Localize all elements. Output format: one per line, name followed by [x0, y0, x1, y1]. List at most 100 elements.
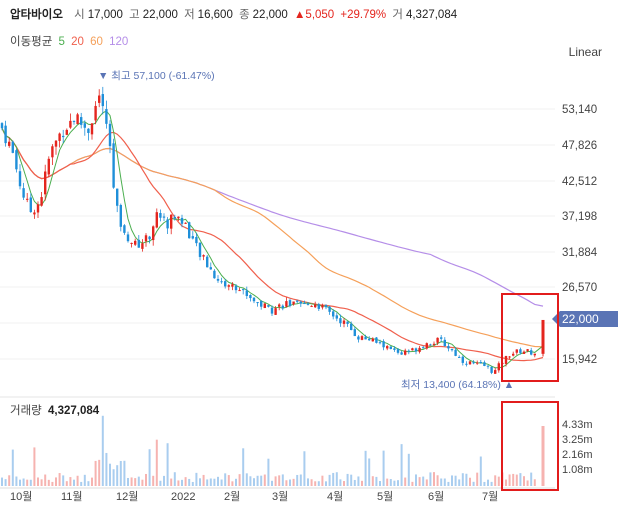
volume-bar [15, 476, 18, 486]
volume-bar [123, 460, 126, 486]
candle-body [137, 239, 140, 248]
ma-60[interactable]: 60 [90, 36, 103, 48]
candle-body [216, 278, 220, 281]
candle-body [22, 188, 25, 198]
candle-body [321, 305, 324, 308]
candle-body [198, 242, 202, 257]
volume-bar [523, 476, 525, 486]
volume-bar [325, 481, 327, 486]
candle-body [310, 305, 313, 307]
volume-bar [224, 473, 227, 486]
volume-bar [19, 479, 21, 486]
volume-bar [505, 479, 507, 486]
volume-bar [379, 481, 381, 486]
candle-body [184, 222, 187, 224]
candle-body [303, 303, 306, 305]
volume-bar [1, 477, 3, 486]
candle-body [332, 311, 335, 317]
volume-bar [202, 474, 205, 486]
volume-bar [519, 473, 522, 486]
moving-average-legend[interactable]: 이동평균 5 20 60 120 [10, 33, 131, 49]
candle-body [188, 222, 191, 239]
current-price-tag-bg [552, 311, 618, 327]
candle-body [515, 349, 518, 353]
volume-bar [227, 475, 230, 486]
volume-bar [332, 472, 335, 486]
candle-body [162, 216, 166, 218]
candle-body [490, 366, 493, 373]
volume-bar [346, 473, 349, 486]
volume-bar [335, 472, 338, 486]
volume-bar [26, 479, 29, 486]
candle-body [155, 212, 158, 228]
volume-bar [371, 476, 374, 486]
volume-bar [184, 477, 187, 486]
low-label: 저 [184, 9, 195, 21]
candle-body [396, 349, 400, 353]
candle-body [170, 214, 173, 229]
volume-bar [245, 473, 248, 486]
candle-body [33, 212, 36, 215]
volume-bar [191, 481, 194, 486]
volume-bar [11, 449, 14, 486]
candle-body [375, 337, 378, 343]
volume-bar [253, 478, 255, 486]
candle-body [472, 362, 475, 364]
scale-toggle-button[interactable]: Linear [568, 45, 602, 59]
volume-bar [375, 476, 378, 486]
candle-body [148, 236, 151, 240]
volume-bar [389, 479, 392, 486]
price-tick: 37,198 [562, 211, 597, 223]
volume-bar [411, 481, 414, 486]
ma-5[interactable]: 5 [58, 36, 65, 48]
high-price: 22,000 [142, 9, 178, 21]
volume-bar [469, 477, 471, 486]
candle-body [238, 290, 241, 292]
volume-bar [238, 474, 241, 486]
ma-20[interactable]: 20 [71, 36, 84, 48]
candle-body [11, 141, 14, 153]
candle-body [360, 336, 364, 340]
volume-bar [310, 479, 313, 486]
volume-bar [494, 475, 497, 486]
volume-bar [231, 481, 234, 486]
candle-body [346, 321, 349, 324]
candle-body [101, 94, 104, 107]
close-label: 종 [239, 9, 250, 21]
candle-body [400, 352, 403, 355]
current-price-value: 22,000 [562, 312, 599, 326]
candle-body [62, 135, 65, 138]
candle-body [116, 188, 119, 206]
candle-body [389, 346, 392, 349]
volume-bar [303, 451, 306, 486]
volume-bar [44, 474, 47, 486]
volume-bar [353, 479, 356, 486]
volume-highlight-box [501, 401, 559, 491]
volume-bar [465, 473, 468, 486]
candle-body [65, 129, 68, 135]
volume-bar [299, 474, 302, 486]
candle-body [386, 346, 389, 349]
candle-body [69, 120, 72, 128]
price-highlight-box [501, 293, 559, 382]
volume-bar [206, 479, 209, 486]
volume-bar [526, 480, 529, 486]
volume-bar [55, 477, 57, 486]
volume-tick: 2.16m [562, 449, 593, 461]
candle-body [94, 105, 97, 121]
volume-bar [170, 478, 173, 486]
ma-120[interactable]: 120 [109, 36, 129, 48]
candle-body [72, 120, 76, 122]
volume-bar [76, 475, 79, 486]
volume-bar [436, 475, 439, 486]
volume-bar [69, 477, 72, 486]
candle-body [90, 123, 94, 135]
volume-bar [364, 450, 367, 486]
volume-bar [4, 479, 7, 486]
candle-body [105, 109, 108, 124]
volume-bar [508, 474, 511, 486]
candle-body [80, 117, 83, 125]
volume-tick: 4.33m [562, 419, 593, 431]
volume-bar [51, 481, 54, 486]
